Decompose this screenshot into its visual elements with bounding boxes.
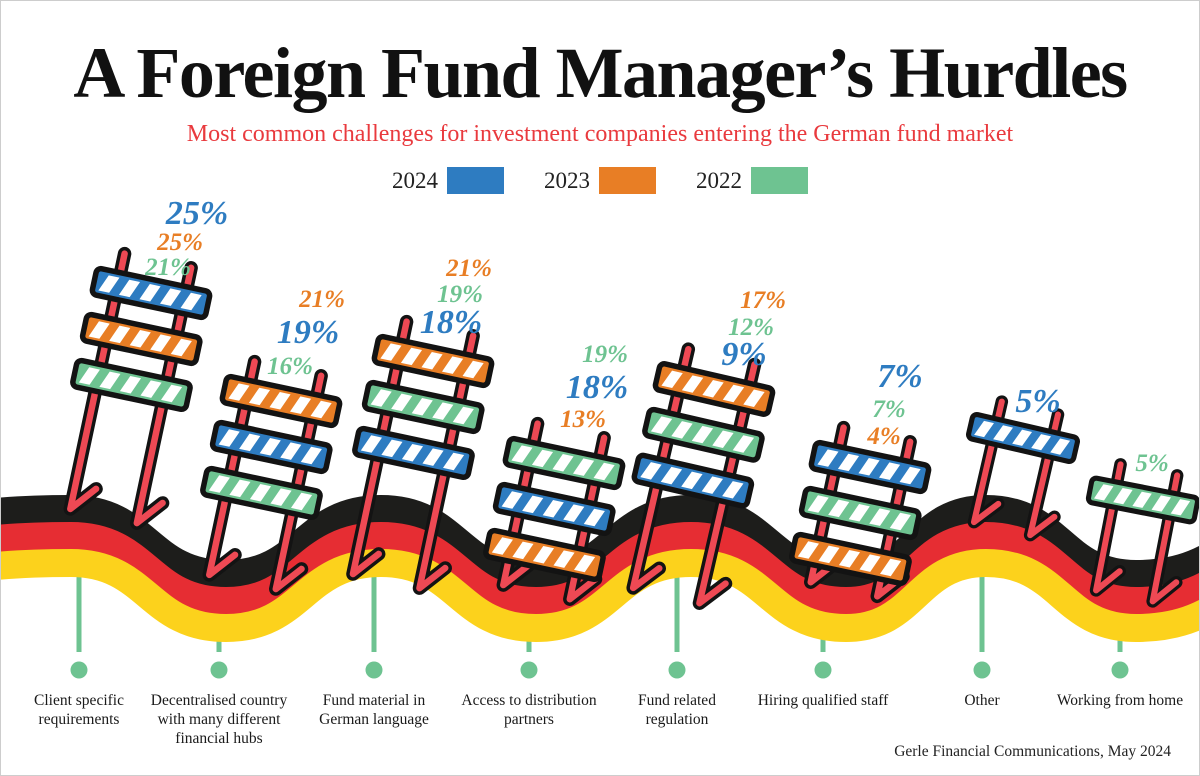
pct-label-2022: 5% [1135,450,1169,477]
pct-label-2024: 5% [1015,383,1061,420]
category-label: Hiring qualified staff [757,692,889,709]
barricade-bar [219,373,343,429]
pct-label-2024: 7% [877,358,923,395]
pct-label-2022: 7% [872,396,906,423]
pct-label-2022: 21% [145,254,191,281]
barricade-bar [502,435,626,491]
pct-label-2022: 19% [437,281,483,308]
pct-label-2023: 4% [867,423,901,450]
barricade-bar [352,425,475,481]
connector-dot [70,661,88,679]
barricade-bar [965,412,1081,464]
legend-year-label: 2022 [696,167,742,193]
barricade-bar [79,311,203,367]
legend: 2024 2023 2022 [1,167,1199,194]
connector-dot [973,661,991,679]
category-label: Fund related regulation [638,692,716,729]
category-label: Decentralised country with many differen… [150,692,288,748]
connector-dot [520,661,538,679]
page-title: A Foreign Fund Manager’s Hurdles [73,33,1128,113]
barricade-bar [89,265,213,321]
category-label: Access to distribution partners [461,692,597,729]
legend-item-2024: 2024 [392,167,504,194]
category-label: Fund material in German language [319,692,429,729]
pct-label-2024: 18% [565,369,629,406]
legend-item-2023: 2023 [544,167,656,194]
barricade-bar [483,527,606,583]
legend-year-label: 2023 [544,167,590,193]
pct-label-2023: 13% [560,406,606,433]
flag-red-band [1,521,1199,616]
barricade-bar [652,361,776,417]
legend-swatch-2024 [447,167,504,194]
pct-label-2024: 18% [419,304,483,341]
barricade-bar [798,485,922,541]
category-label: Working from home [1056,692,1184,709]
connector-dot [210,661,228,679]
barricade-bar [1085,475,1199,525]
barricade-legs [500,420,608,603]
barricade-bar [70,357,193,413]
barricade [63,246,213,530]
barricade [626,342,776,610]
barricade-bar [209,419,333,475]
pct-label-2024: 19% [276,314,340,351]
legend-swatch-2023 [599,167,656,194]
pct-label-2024: 25% [165,195,229,232]
category-label: Client specific requirements [34,692,124,729]
barricade-bar [631,452,755,509]
barricade-bar [200,465,323,521]
flag-black-band [1,494,1199,589]
barricade [483,416,626,606]
barricade-bar [361,379,485,435]
legend-swatch-2022 [751,167,808,194]
connector-dots [70,661,1129,679]
connector-dot [668,661,686,679]
pct-label-2023: 21% [299,286,345,313]
legend-item-2022: 2022 [696,167,808,194]
connector-dot [1111,661,1129,679]
barricade [1085,458,1199,608]
connector-dot [365,661,383,679]
barricade-bar [789,531,912,587]
barricade [346,314,495,595]
pct-label-2023: 17% [740,287,786,314]
barricade-bar [492,481,616,537]
barricade [965,395,1081,542]
pct-label-2024: 9% [721,336,767,373]
pct-label-2022: 12% [728,314,774,341]
source-credit: Gerle Financial Communications, May 2024 [894,743,1171,760]
connector-dot [814,661,832,679]
pct-label-2022: 19% [582,341,628,368]
barricade [200,354,343,596]
legend-year-label: 2024 [392,167,438,193]
category-label: Other [964,692,1000,709]
barricade-bar [371,333,495,389]
barricade-bar [808,439,932,495]
barricade [789,420,932,604]
page-subtitle: Most common challenges for investment co… [186,121,1014,147]
pct-label-2023: 25% [157,229,203,256]
barricade-bar [642,406,765,463]
pct-label-2022: 16% [267,353,313,380]
pct-label-2023: 21% [446,255,492,282]
